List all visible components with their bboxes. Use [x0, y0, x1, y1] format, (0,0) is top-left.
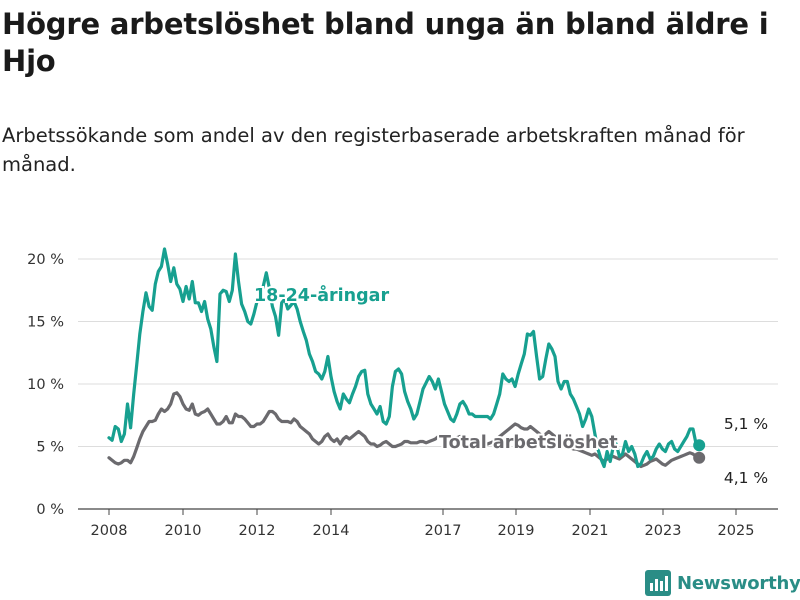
series-label-total: Total arbetslöshet — [439, 433, 618, 453]
x-tick-label: 2025 — [718, 523, 755, 539]
end-value-label-youth: 5,1 % — [724, 415, 768, 433]
end-value-label-total: 4,1 % — [724, 469, 768, 487]
brand-logo: Newsworthy — [645, 568, 800, 598]
y-tick-label: 5 % — [36, 440, 64, 456]
series-line-0 — [107, 247, 701, 469]
y-tick-label: 0 % — [36, 502, 64, 518]
x-tick-label: 2017 — [425, 523, 462, 539]
x-tick-label: 2021 — [572, 523, 609, 539]
x-tick-label: 2010 — [165, 523, 202, 539]
page-title: Högre arbetslöshet bland unga än bland ä… — [2, 7, 769, 78]
page-subtitle: Arbetssökande som andel av den registerb… — [2, 124, 745, 176]
x-axis: 2008 2010 2012 2014 2017 2019 2021 2023 2025 — [91, 509, 755, 539]
x-tick-label: 2023 — [645, 523, 682, 539]
series-label-youth: 18-24-åringar — [254, 284, 389, 306]
brand-name: Newsworthy — [677, 572, 800, 594]
x-tick-label: 2014 — [313, 523, 350, 539]
x-tick-label: 2012 — [239, 523, 276, 539]
chart-labels: 18-24-åringar Total arbetslöshet 5,1 % 4,1 … — [252, 282, 770, 489]
chart-series — [107, 247, 706, 469]
x-tick-label: 2008 — [91, 523, 128, 539]
y-tick-label: 10 % — [27, 377, 64, 393]
y-tick-label: 20 % — [27, 252, 64, 268]
newsworthy-bar-chart-icon — [645, 570, 671, 596]
series-end-point-1 — [693, 451, 706, 464]
x-tick-label: 2019 — [498, 523, 535, 539]
y-axis: 0 % 5 % 10 % 15 % 20 % — [27, 252, 64, 518]
series-end-point-0 — [693, 439, 706, 452]
y-tick-label: 15 % — [27, 315, 64, 331]
